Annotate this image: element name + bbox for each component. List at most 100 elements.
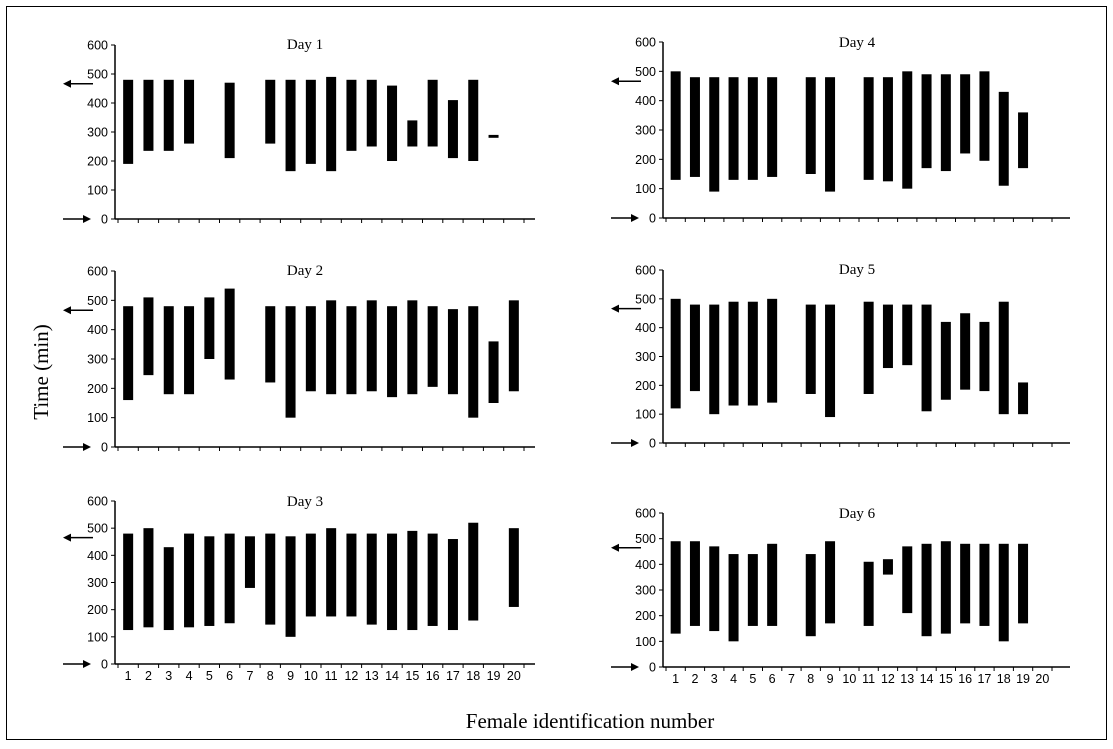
day-4-bar-15 — [940, 74, 951, 172]
day-3-category-label: 8 — [267, 669, 274, 683]
day-3-bar-4 — [184, 533, 195, 628]
day-4-bar-8 — [805, 77, 816, 174]
day-5-bar-11 — [863, 301, 874, 394]
day-3-category-label: 10 — [304, 669, 318, 683]
day-6-bar-6 — [767, 543, 778, 626]
day-6-category-label: 4 — [730, 672, 737, 686]
day-3-bar-12 — [346, 533, 357, 617]
day-1-bar-13 — [366, 79, 377, 147]
day-5-bar-5 — [747, 301, 758, 406]
day-6-bar-15 — [940, 541, 951, 634]
day-6-category-label: 19 — [1016, 672, 1030, 686]
day-2-bar-20 — [508, 300, 519, 392]
day-1-bar-16 — [427, 79, 438, 147]
day-6-category-label: 2 — [691, 672, 698, 686]
day-1-bar-17 — [447, 100, 458, 159]
day-5-bar-9 — [825, 304, 836, 418]
day-5-bar-19 — [1018, 382, 1029, 415]
day-2-y-tick-label: 100 — [87, 411, 108, 425]
day-6-category-label: 15 — [939, 672, 953, 686]
day-3-bar-16 — [427, 533, 438, 626]
day-4-panel: Day 4 0 100 200 300 400 500 600 — [611, 35, 1070, 226]
day-3-bar-18 — [468, 522, 479, 621]
day-4-bar-16 — [960, 74, 971, 154]
day-6-category-label: 13 — [900, 672, 914, 686]
day-3-y-tick-label: 300 — [87, 576, 108, 590]
day-1-y-tick-label: 300 — [87, 126, 108, 140]
day-3-category-label: 5 — [206, 669, 213, 683]
day-4-bar-14 — [921, 74, 932, 169]
day-4-left-arrow-marker — [611, 77, 641, 86]
day-6-category-label: 17 — [977, 672, 991, 686]
day-3-bar-8 — [265, 533, 276, 625]
day-6-category-label: 20 — [1035, 672, 1049, 686]
day-4-bar-13 — [902, 71, 913, 189]
day-2-bar-3 — [163, 306, 174, 395]
day-1-bar-1 — [123, 79, 134, 164]
day-6-bar-5 — [747, 554, 758, 626]
day-3-bar-11 — [326, 528, 337, 617]
day-2-bar-5 — [204, 297, 215, 359]
day-3-right-arrow-marker — [63, 660, 91, 668]
day-2-bar-18 — [468, 306, 479, 418]
day-2-bar-2 — [143, 297, 154, 376]
day-3-bar-17 — [447, 539, 458, 631]
day-2-panel: Day 2 0 100 200 300 400 500 600 — [63, 263, 535, 455]
day-3-y-tick-label: 100 — [87, 630, 108, 644]
day-6-bar-18 — [998, 543, 1009, 642]
day-1-left-arrow-marker — [63, 79, 93, 88]
day-6-category-label: 1 — [672, 672, 679, 686]
day-2-bar-17 — [447, 309, 458, 395]
day-3-category-label: 14 — [385, 669, 399, 683]
day-5-y-tick-label: 300 — [635, 350, 656, 364]
day-5-bar-6 — [767, 298, 778, 403]
day-6-y-tick-label: 500 — [635, 532, 656, 546]
day-1-panel: Day 1 0 100 200 300 400 500 600 — [63, 37, 535, 227]
day-2-right-arrow-marker — [63, 443, 91, 451]
day-3-y-tick-label: 200 — [87, 603, 108, 617]
day-1-bar-19 — [488, 134, 499, 138]
day-6-bar-3 — [709, 546, 720, 632]
day-5-bar-14 — [921, 304, 932, 412]
day-4-bar-18 — [998, 91, 1009, 186]
day-6-category-label: 16 — [958, 672, 972, 686]
day-2-bar-8 — [265, 306, 276, 383]
day-1-title: Day 1 — [287, 37, 323, 53]
day-3-bar-15 — [407, 530, 418, 631]
day-4-y-tick-label: 600 — [635, 36, 656, 50]
day-2-bar-9 — [285, 306, 296, 418]
day-3-bar-10 — [305, 533, 316, 617]
day-1-y-tick-label: 200 — [87, 155, 108, 169]
day-3-bar-7 — [244, 536, 255, 588]
day-6-category-label: 11 — [862, 672, 875, 686]
day-2-bar-6 — [224, 288, 235, 380]
day-1-bar-12 — [346, 79, 357, 151]
day-4-y-tick-label: 200 — [635, 153, 656, 167]
day-4-bar-11 — [863, 77, 874, 180]
day-6-category-label: 10 — [842, 672, 856, 686]
day-6-bar-14 — [921, 543, 932, 637]
day-1-bar-11 — [326, 76, 337, 172]
day-1-bar-8 — [265, 79, 276, 144]
day-4-y-tick-label: 500 — [635, 65, 656, 79]
day-3-y-tick-label: 400 — [87, 549, 108, 563]
day-3-y-tick-label: 600 — [87, 495, 108, 509]
day-5-bar-1 — [670, 298, 681, 409]
day-2-bar-19 — [488, 341, 499, 403]
day-5-bar-2 — [689, 304, 700, 392]
day-6-category-label: 18 — [997, 672, 1011, 686]
day-3-bar-6 — [224, 533, 235, 624]
day-6-y-tick-label: 100 — [635, 635, 656, 649]
day-6-y-tick-label: 400 — [635, 558, 656, 572]
day-4-y-tick-label: 300 — [635, 124, 656, 138]
day-5-title: Day 5 — [839, 262, 875, 278]
day-3-bar-3 — [163, 547, 174, 631]
day-6-bar-19 — [1018, 543, 1029, 624]
day-1-right-arrow-marker — [63, 215, 91, 223]
day-2-bar-10 — [305, 306, 316, 392]
day-3-bar-2 — [143, 528, 154, 628]
day-1-y-tick-label: 400 — [87, 97, 108, 111]
day-6-y-tick-label: 600 — [635, 507, 656, 521]
day-3-category-label: 1 — [125, 669, 132, 683]
day-4-right-arrow-marker — [611, 214, 639, 222]
